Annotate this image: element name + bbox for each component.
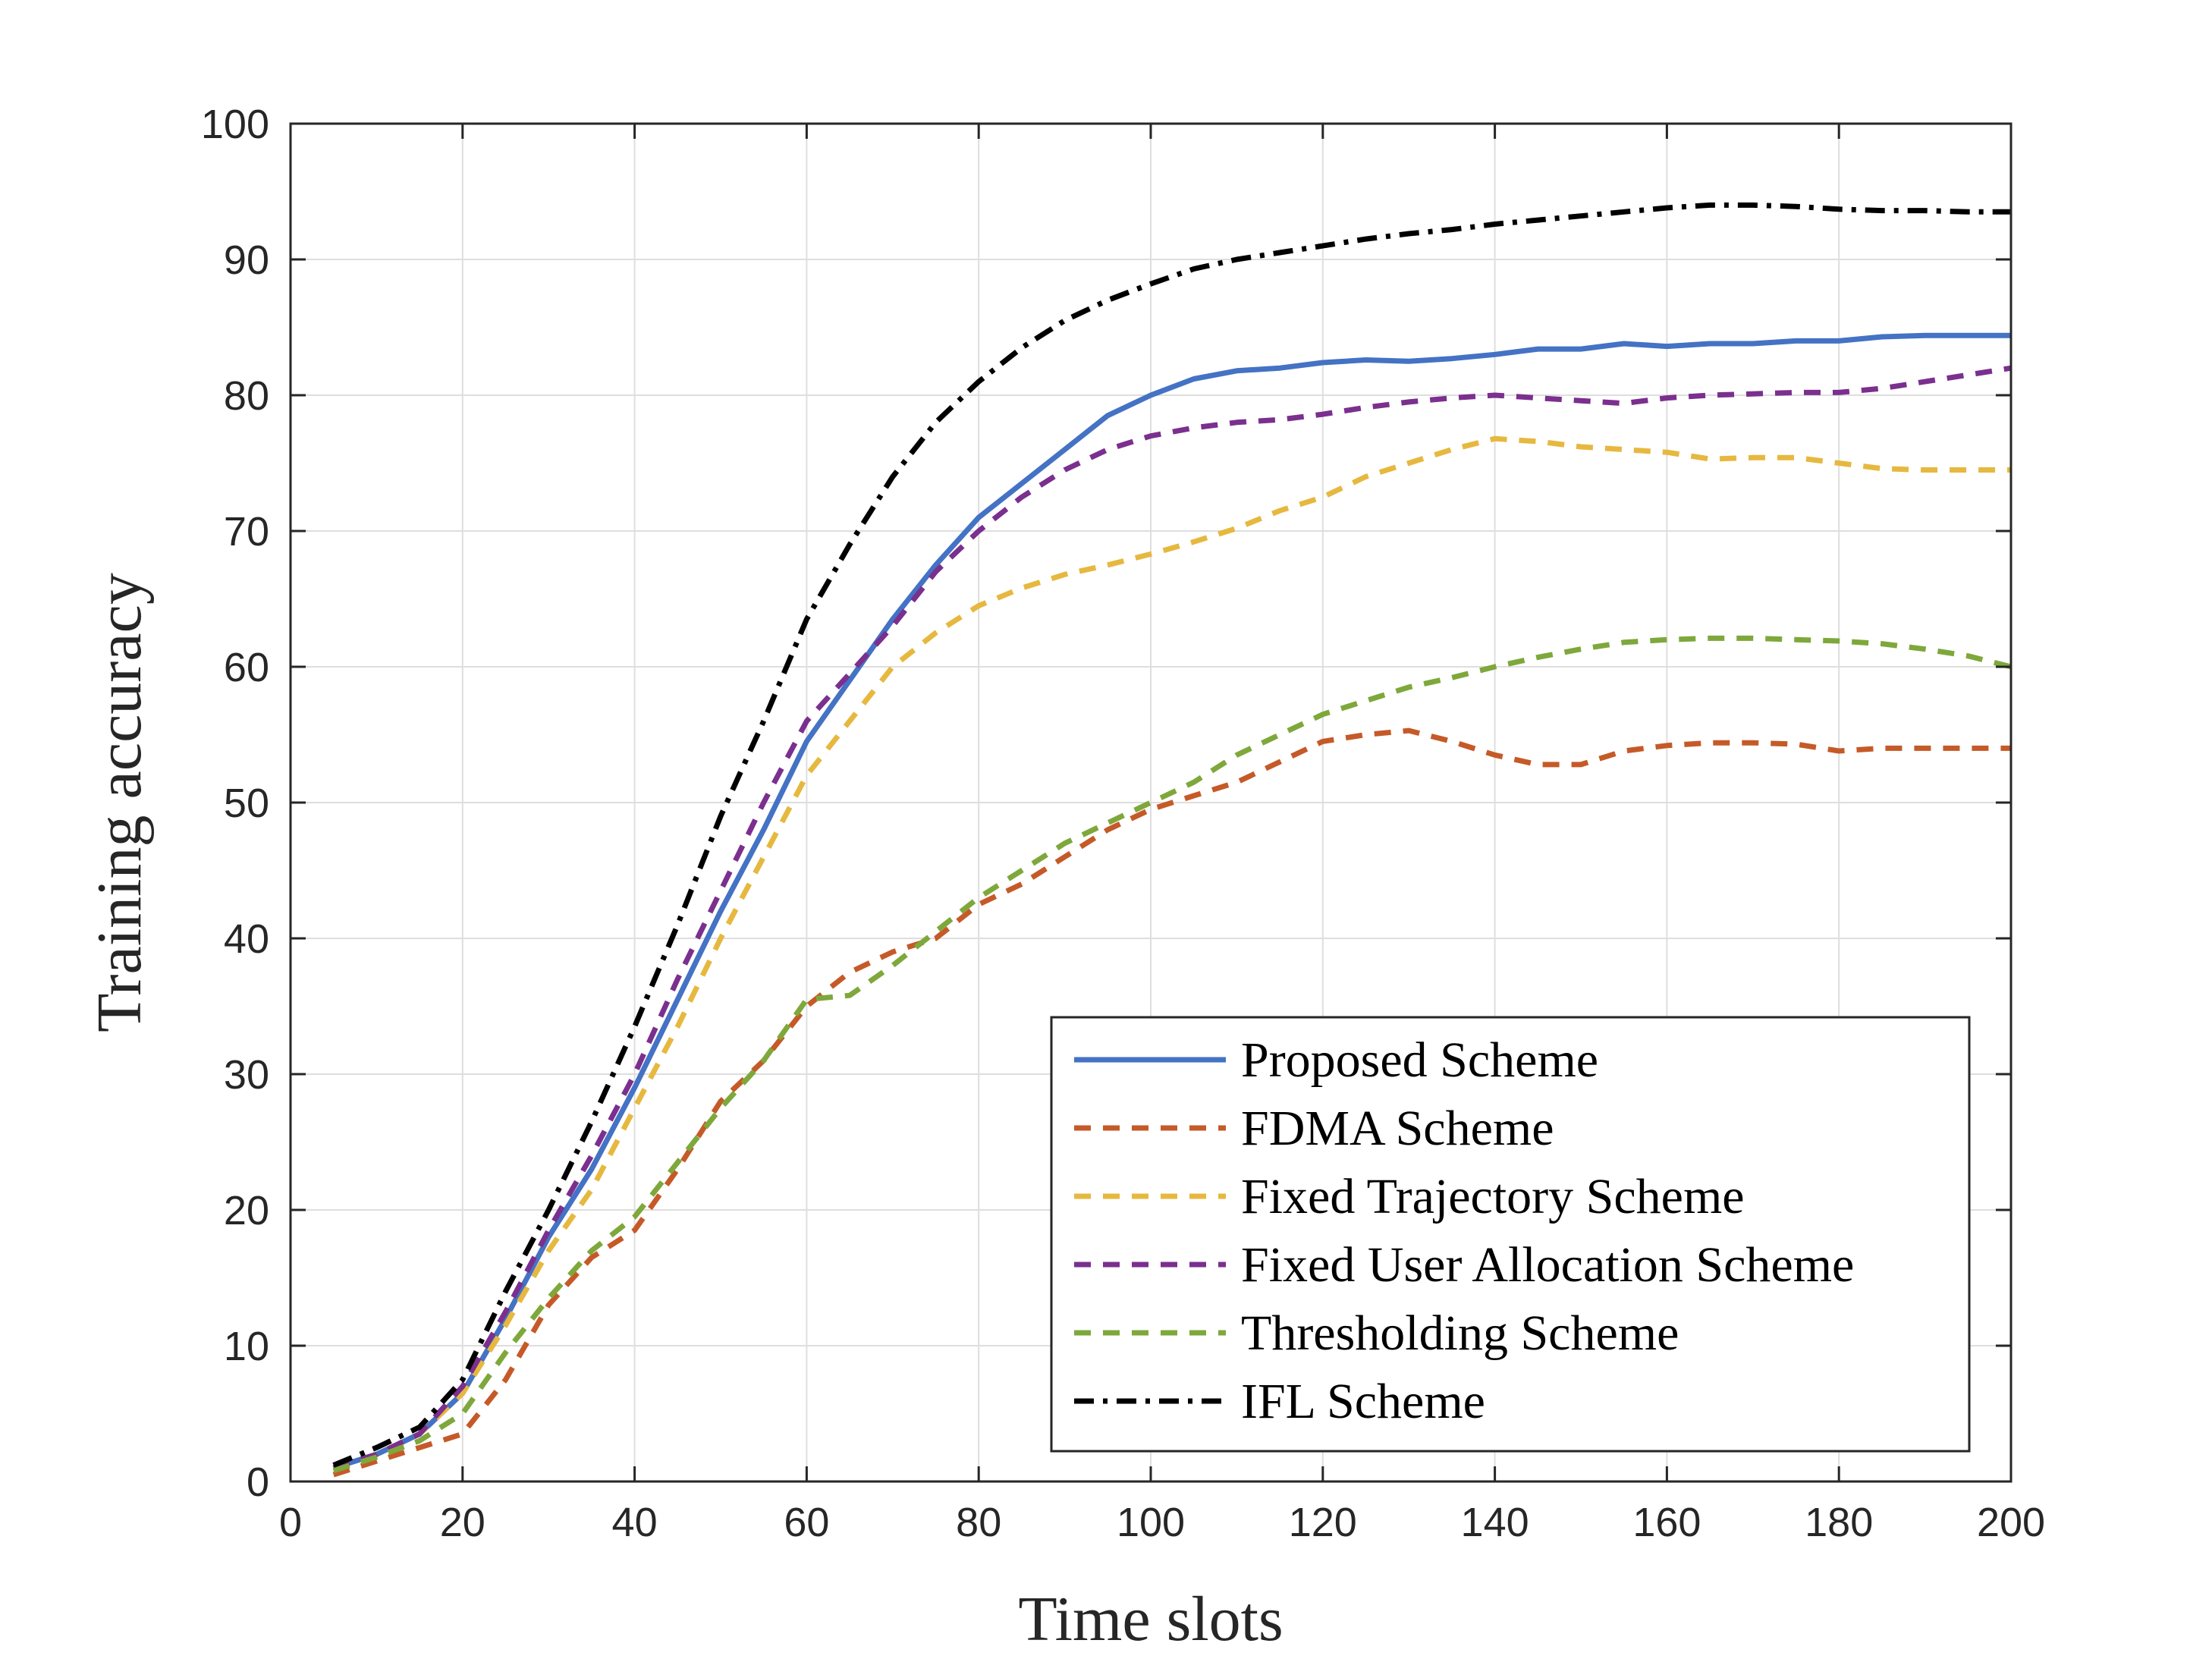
x-tick-label: 120 xyxy=(1289,1500,1357,1545)
legend-label-4: Fixed User Allocation Scheme xyxy=(1241,1237,1854,1293)
legend-label-2: FDMA Scheme xyxy=(1241,1101,1554,1156)
x-tick-label: 40 xyxy=(612,1500,658,1545)
y-tick-label: 90 xyxy=(224,237,269,283)
x-tick-label: 0 xyxy=(279,1500,302,1545)
x-tick-label: 80 xyxy=(956,1500,1001,1545)
series-line-6 xyxy=(332,202,2011,1468)
legend-label-3: Fixed Trajectory Scheme xyxy=(1241,1169,1745,1224)
series-lines xyxy=(332,202,2012,1478)
series-line-5 xyxy=(332,635,2012,1474)
x-tick-label: 140 xyxy=(1461,1500,1529,1545)
y-tick-label: 30 xyxy=(224,1052,269,1098)
series-line-4 xyxy=(332,365,2012,1471)
y-tick-label: 60 xyxy=(224,645,269,690)
y-tick-label: 20 xyxy=(224,1188,269,1233)
y-axis-title: Training accuracy xyxy=(84,573,155,1032)
y-tick-label: 70 xyxy=(224,509,269,555)
series-line-2 xyxy=(332,727,2011,1478)
x-tick-label: 160 xyxy=(1632,1500,1701,1545)
y-tick-label: 50 xyxy=(224,781,269,826)
legend-box xyxy=(1050,1016,1971,1453)
x-tick-label: 200 xyxy=(1977,1500,2045,1545)
legend-label-1: Proposed Scheme xyxy=(1241,1032,1598,1088)
legend-label-6: IFL Scheme xyxy=(1241,1374,1485,1429)
y-tick-label: 0 xyxy=(247,1459,269,1505)
x-tick-label: 180 xyxy=(1805,1500,1873,1545)
series-line-1 xyxy=(332,332,2011,1471)
series-line-3 xyxy=(332,435,2011,1471)
axis-ticks: 0 20 40 60 80 100 120 140 160 180 200 0 10 20 30 40 50 60… xyxy=(201,102,2045,1545)
legend: Proposed Scheme FDMA Scheme Fixed Trajecto… xyxy=(1050,1016,1971,1453)
x-tick-label: 60 xyxy=(784,1500,829,1545)
y-tick-label: 80 xyxy=(224,373,269,419)
y-tick-label: 40 xyxy=(224,916,269,962)
x-axis-title: Time slots xyxy=(1018,1584,1283,1654)
y-tick-label: 10 xyxy=(224,1324,269,1369)
x-tick-label: 20 xyxy=(440,1500,485,1545)
x-tick-label: 100 xyxy=(1117,1500,1185,1545)
y-tick-label: 100 xyxy=(201,102,269,147)
legend-label-5: Thresholding Scheme xyxy=(1241,1306,1679,1361)
